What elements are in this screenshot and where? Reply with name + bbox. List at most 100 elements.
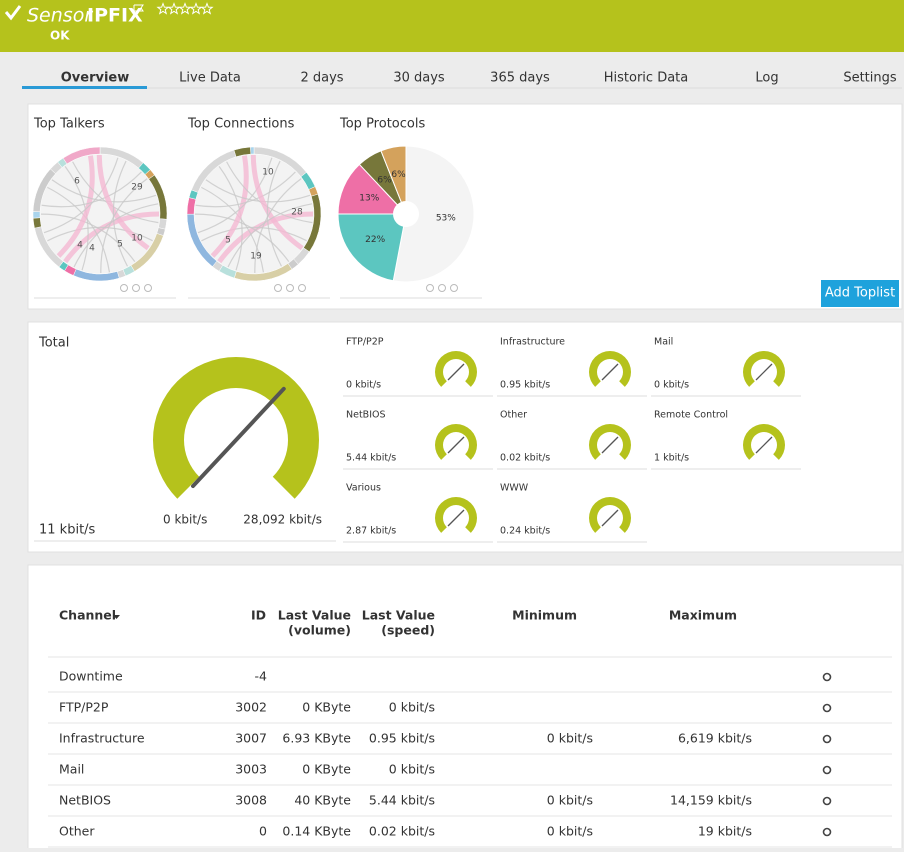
table-header[interactable]: (speed): [381, 623, 435, 638]
row-settings-icon[interactable]: [822, 765, 832, 775]
gauge-value: 0.95 kbit/s: [500, 380, 550, 391]
chord: [47, 226, 153, 242]
table-header[interactable]: ID: [251, 608, 266, 623]
pie-hole: [393, 201, 419, 227]
toplist-title: Top Protocols: [339, 117, 425, 132]
star-icon[interactable]: [200, 2, 214, 15]
toplist-action-icon[interactable]: [438, 284, 446, 292]
total-needle: [191, 386, 286, 489]
toplist-action-icon[interactable]: [120, 284, 128, 292]
table-cell: 6,619 kbit/s: [678, 731, 752, 746]
table-cell: 40 KByte: [294, 793, 351, 808]
tab[interactable]: Historic Data: [604, 71, 689, 86]
toplist-action-icon[interactable]: [426, 284, 434, 292]
gauge-name: Mail: [654, 337, 673, 348]
gauge-name: NetBIOS: [346, 410, 386, 421]
table-header[interactable]: (volume): [288, 623, 351, 638]
row-settings-icon[interactable]: [822, 672, 832, 682]
tab[interactable]: 365 days: [490, 71, 550, 86]
chord-segment: [250, 146, 255, 155]
chord-segment: [158, 218, 168, 230]
tab[interactable]: Overview: [61, 71, 130, 86]
total-value: 11 kbit/s: [39, 523, 96, 538]
table-cell: 3008: [235, 793, 267, 808]
chord-segment: [32, 211, 41, 219]
chord: [197, 157, 273, 234]
gauge-value: 1 kbit/s: [654, 453, 689, 464]
table-cell: NetBIOS: [59, 793, 111, 808]
tab[interactable]: 2 days: [300, 71, 343, 86]
total-title: Total: [38, 336, 69, 351]
toplist-action-icon[interactable]: [274, 284, 282, 292]
chord: [40, 213, 136, 263]
chord: [73, 203, 159, 268]
chord: [47, 186, 111, 273]
toplist-action-icon[interactable]: [144, 284, 152, 292]
toplist-action-icon[interactable]: [286, 284, 294, 292]
star-icon[interactable]: [178, 2, 192, 15]
gauge-needle: [755, 436, 773, 454]
table-cell: 5.44 kbit/s: [369, 793, 435, 808]
chord: [41, 171, 142, 208]
flag-icon: [133, 4, 144, 16]
row-settings-icon[interactable]: [822, 827, 832, 837]
chord-label: 29: [131, 183, 143, 193]
gauge-name: Various: [346, 483, 381, 494]
chord: [56, 155, 95, 258]
chord-label: 4: [77, 241, 83, 251]
table-cell: Mail: [59, 762, 84, 777]
chord: [210, 155, 249, 258]
table-cell: 0 kbit/s: [389, 762, 435, 777]
tab[interactable]: Log: [755, 71, 778, 86]
gauge-needle: [601, 509, 619, 527]
gauge-name: WWW: [500, 483, 529, 494]
table-header[interactable]: Last Value: [278, 608, 351, 623]
gauge-needle: [447, 509, 465, 527]
table-header[interactable]: Minimum: [512, 608, 577, 623]
toplist-action-icon[interactable]: [450, 284, 458, 292]
row-settings-icon[interactable]: [822, 734, 832, 744]
gauge-value: 2.87 kbit/s: [346, 526, 396, 537]
chord: [195, 171, 296, 208]
total-max: 28,092 kbit/s: [243, 513, 322, 527]
add-toplist-label[interactable]: Add Toplist: [825, 286, 895, 301]
ok-icon: [4, 5, 22, 21]
add-toplist-button[interactable]: [821, 280, 899, 307]
table-header[interactable]: Last Value: [362, 608, 435, 623]
gauge-needle: [447, 363, 465, 381]
table-header[interactable]: Channel: [59, 608, 116, 623]
table-cell: 3003: [235, 762, 267, 777]
gauge-value: 0 kbit/s: [654, 380, 689, 391]
table-cell: 3007: [235, 731, 267, 746]
chord: [100, 178, 148, 274]
pie-label: 6%: [391, 170, 406, 180]
star-icon[interactable]: [167, 2, 181, 15]
star-icon[interactable]: [189, 2, 203, 15]
table-panel: [27, 564, 903, 852]
gauge-value: 5.44 kbit/s: [346, 453, 396, 464]
row-settings-icon[interactable]: [822, 796, 832, 806]
star-icon[interactable]: [156, 2, 170, 15]
chord: [266, 160, 282, 267]
tab[interactable]: Live Data: [179, 71, 241, 86]
table-header[interactable]: Maximum: [669, 608, 737, 623]
tab[interactable]: Settings: [843, 71, 897, 86]
sort-arrow: [113, 615, 120, 619]
chord-label: 4: [89, 244, 95, 254]
toplist-action-icon[interactable]: [132, 284, 140, 292]
gauge-name: Infrastructure: [500, 337, 565, 348]
toplist-title: Top Talkers: [33, 117, 105, 132]
gauge-value: 0.24 kbit/s: [500, 526, 550, 537]
chord: [227, 203, 313, 268]
total-gauge: [152, 356, 319, 499]
pie-label: 13%: [359, 194, 379, 204]
tab[interactable]: 30 days: [393, 71, 445, 86]
row-settings-icon[interactable]: [822, 703, 832, 713]
chord: [205, 179, 311, 203]
table-cell: 19 kbit/s: [698, 824, 752, 839]
toplist-action-icon[interactable]: [298, 284, 306, 292]
total-min: 0 kbit/s: [163, 513, 207, 527]
gauge-needle: [601, 436, 619, 454]
table-cell: 14,159 kbit/s: [670, 793, 752, 808]
